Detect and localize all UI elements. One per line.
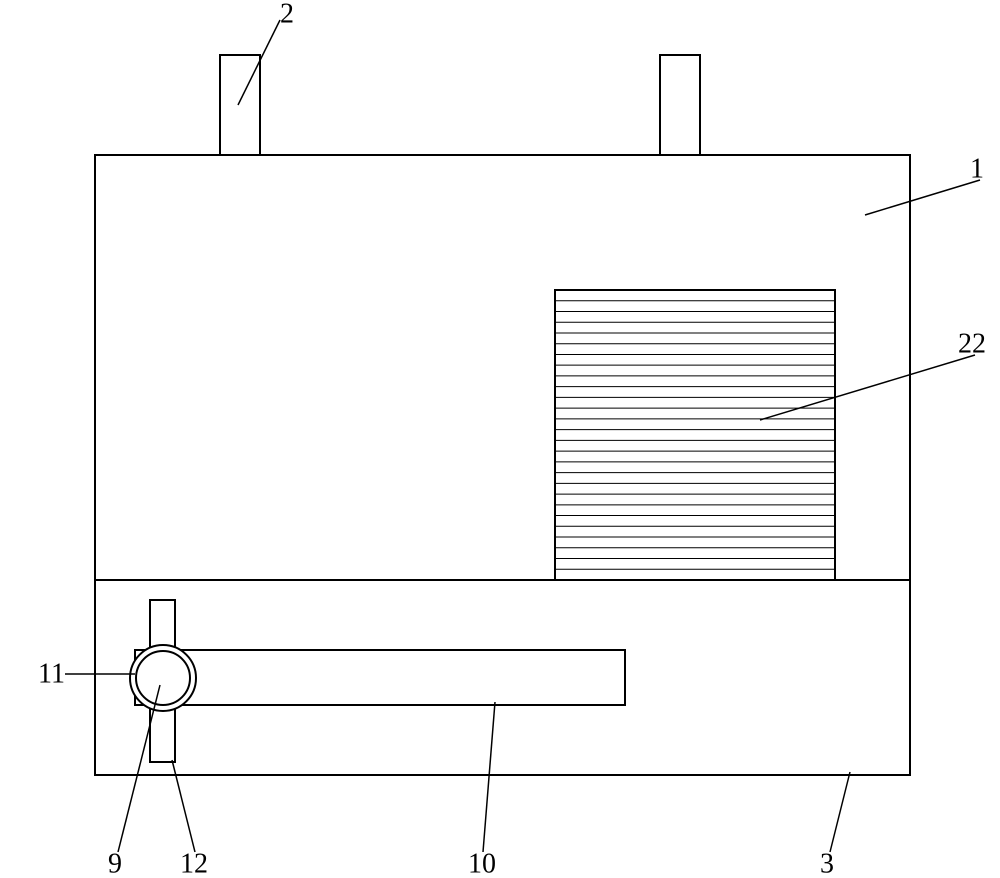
grille [555, 290, 835, 580]
top-post-0 [220, 55, 260, 155]
callout-label-c9: 9 [108, 848, 122, 878]
technical-diagram: 2 1 22 11 9 12 10 3 [0, 0, 1000, 878]
callout-label-c11: 11 [38, 658, 65, 689]
callout-label-c10: 10 [468, 848, 496, 878]
callout-label-c3: 3 [820, 848, 834, 878]
top-post-1 [660, 55, 700, 155]
pivot-inner [136, 651, 190, 705]
callout-label-c22: 22 [958, 328, 986, 359]
lower-arm [135, 650, 625, 705]
callout-label-c2: 2 [280, 0, 294, 29]
callout-line-c3 [830, 772, 850, 852]
callout-label-c1: 1 [970, 153, 984, 184]
callout-label-c12: 12 [180, 848, 208, 878]
